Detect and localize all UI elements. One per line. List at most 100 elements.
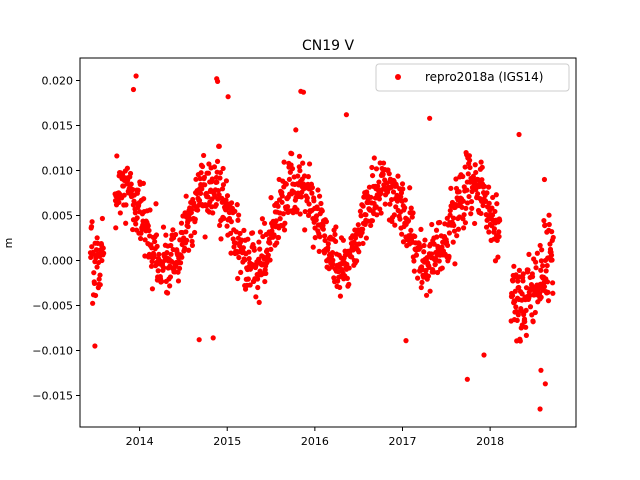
data-point <box>216 143 222 149</box>
data-point <box>346 281 352 287</box>
data-point <box>464 376 470 382</box>
data-point <box>540 263 546 269</box>
data-point <box>541 284 548 290</box>
data-point <box>155 268 161 274</box>
data-point <box>538 258 544 264</box>
data-point <box>176 265 183 271</box>
data-point <box>281 159 287 165</box>
y-tick-label: −0.015 <box>32 390 73 403</box>
data-point <box>368 194 374 200</box>
data-point <box>368 222 374 229</box>
chart-title: CN19 V <box>302 38 355 54</box>
data-point <box>289 151 295 157</box>
data-point <box>386 171 392 177</box>
data-point <box>542 381 548 387</box>
data-point <box>546 212 552 218</box>
data-point <box>448 185 454 191</box>
data-point <box>460 198 466 204</box>
data-point <box>520 271 526 277</box>
data-point <box>343 112 349 118</box>
data-point <box>538 267 544 273</box>
data-point <box>480 202 486 209</box>
data-point <box>306 161 313 167</box>
data-point <box>153 201 159 207</box>
data-point <box>259 216 265 222</box>
data-point <box>313 217 319 223</box>
data-point <box>468 198 475 205</box>
data-point <box>374 212 380 218</box>
data-point <box>201 174 207 180</box>
data-point <box>412 233 418 240</box>
data-point <box>217 222 223 229</box>
data-point <box>281 227 288 233</box>
data-point <box>481 352 487 358</box>
data-point <box>177 260 184 266</box>
data-point <box>141 196 147 202</box>
data-point <box>159 278 165 285</box>
data-point <box>223 197 229 203</box>
data-point <box>486 200 492 206</box>
data-point <box>218 236 224 242</box>
data-point <box>233 240 239 246</box>
data-point <box>446 253 452 259</box>
data-point <box>388 197 395 203</box>
data-point <box>434 269 441 276</box>
data-point <box>130 86 137 93</box>
data-point <box>447 207 453 214</box>
data-point <box>464 200 471 206</box>
data-point <box>316 248 322 254</box>
data-point <box>546 221 552 228</box>
data-point <box>274 240 280 246</box>
data-point <box>325 245 331 251</box>
y-tick-label: 0.020 <box>42 75 74 88</box>
data-point <box>228 200 235 206</box>
data-point <box>432 261 438 267</box>
data-point <box>330 261 336 267</box>
data-point <box>344 275 350 281</box>
data-point <box>257 246 263 252</box>
legend-label: repro2018a (IGS14) <box>425 70 543 84</box>
data-point <box>89 219 95 225</box>
data-point <box>355 222 361 228</box>
data-point <box>402 197 408 203</box>
data-point <box>265 252 271 258</box>
data-point <box>429 221 435 228</box>
data-point <box>545 289 551 295</box>
data-point <box>523 324 529 330</box>
data-point <box>97 272 103 278</box>
data-point <box>489 205 495 211</box>
data-point <box>214 78 221 84</box>
data-point <box>462 164 468 170</box>
data-point <box>398 190 405 196</box>
data-point <box>392 222 398 228</box>
data-point <box>413 252 420 258</box>
data-point <box>293 127 299 133</box>
data-point <box>450 215 457 221</box>
data-point <box>354 258 360 264</box>
data-point <box>421 249 427 255</box>
data-point <box>511 263 517 269</box>
data-point <box>528 281 535 288</box>
data-point <box>403 338 409 344</box>
data-point <box>167 283 173 289</box>
data-point <box>151 254 157 260</box>
data-point <box>255 284 261 291</box>
data-point <box>156 251 162 257</box>
data-point <box>393 204 399 210</box>
data-point <box>541 217 547 224</box>
data-point <box>411 268 417 274</box>
data-point <box>425 273 432 279</box>
data-point <box>140 180 146 186</box>
data-point <box>312 235 318 241</box>
data-point <box>337 293 344 299</box>
data-point <box>529 274 536 280</box>
data-point <box>164 250 170 256</box>
data-point <box>452 261 458 267</box>
data-point <box>186 247 192 253</box>
data-point <box>234 202 240 208</box>
data-point <box>515 312 521 318</box>
data-point <box>304 195 310 201</box>
data-point <box>253 294 259 300</box>
data-point <box>538 294 544 300</box>
